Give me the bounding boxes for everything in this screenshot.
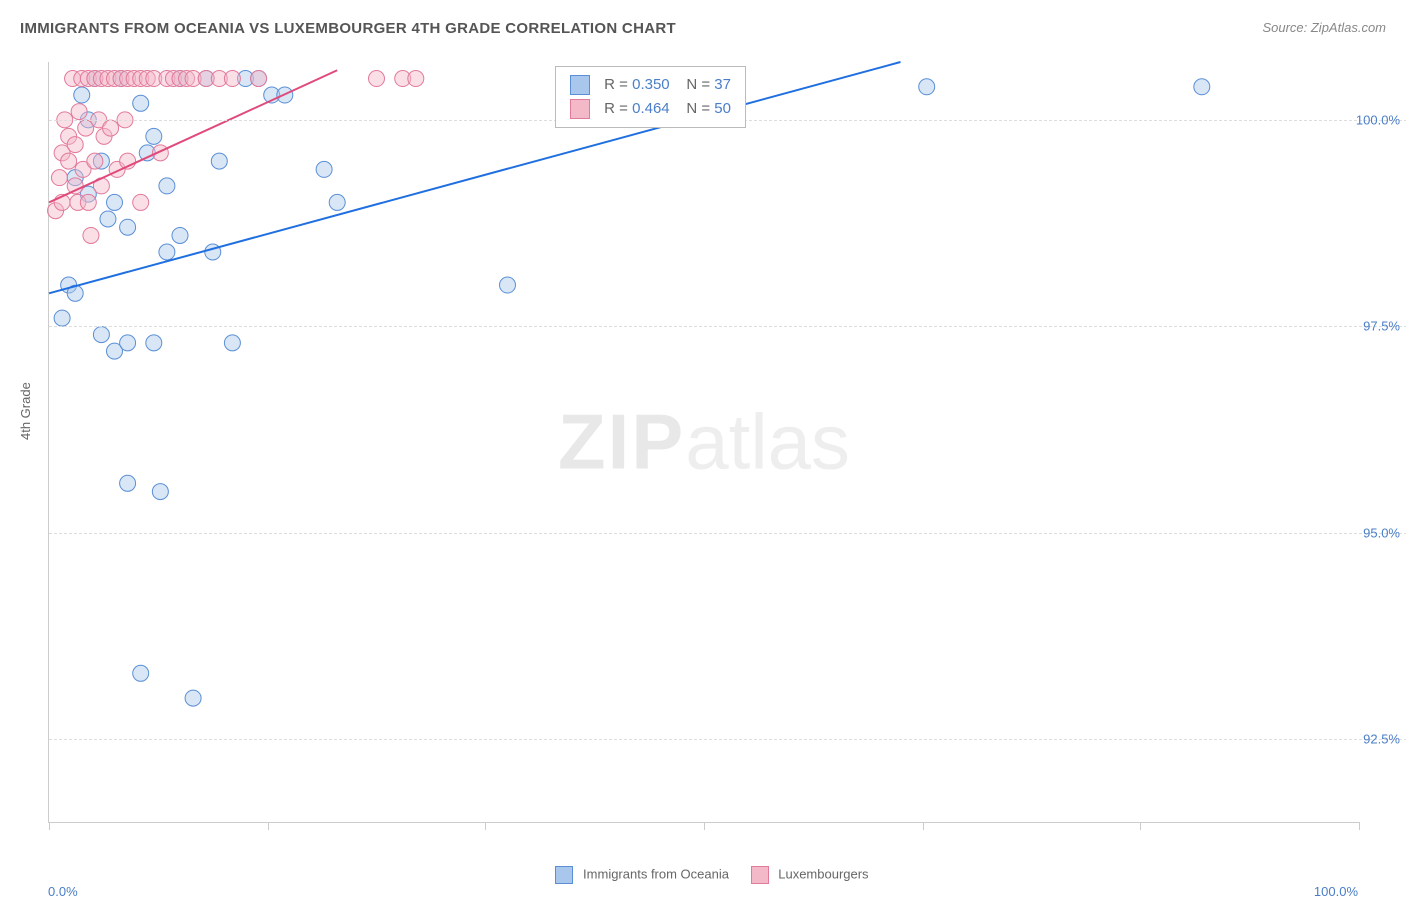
x-tick <box>704 822 705 830</box>
x-tick <box>485 822 486 830</box>
scatter-point <box>133 95 149 111</box>
scatter-point <box>329 194 345 210</box>
scatter-point <box>919 79 935 95</box>
y-tick-label: 100.0% <box>1356 112 1400 127</box>
scatter-point <box>251 71 267 87</box>
stats-swatch-icon <box>570 75 590 95</box>
scatter-point <box>146 335 162 351</box>
scatter-point <box>133 194 149 210</box>
stats-n-label: N = <box>686 76 710 93</box>
scatter-point <box>185 690 201 706</box>
x-tick <box>268 822 269 830</box>
scatter-point <box>51 170 67 186</box>
stats-n-value: 50 <box>714 100 731 117</box>
scatter-point <box>408 71 424 87</box>
scatter-point <box>1194 79 1210 95</box>
scatter-point <box>80 194 96 210</box>
stats-r-value: 0.350 <box>632 76 670 93</box>
scatter-point <box>120 475 136 491</box>
scatter-point <box>159 244 175 260</box>
gridline <box>49 326 1406 327</box>
stats-row: R = 0.350 N = 37 <box>570 73 731 97</box>
scatter-point <box>87 153 103 169</box>
y-tick-label: 97.5% <box>1363 319 1400 334</box>
y-axis-label: 4th Grade <box>18 382 33 440</box>
stats-n-label: N = <box>686 100 710 117</box>
scatter-point <box>224 71 240 87</box>
scatter-point <box>146 128 162 144</box>
legend-swatch-icon <box>555 866 573 884</box>
scatter-point <box>54 310 70 326</box>
source-attribution: Source: ZipAtlas.com <box>1262 20 1386 35</box>
scatter-point <box>172 227 188 243</box>
chart-title: IMMIGRANTS FROM OCEANIA VS LUXEMBOURGER … <box>20 20 676 37</box>
x-tick <box>923 822 924 830</box>
scatter-point <box>120 219 136 235</box>
x-tick <box>1359 822 1360 830</box>
scatter-point <box>61 153 77 169</box>
scatter-point <box>71 104 87 120</box>
scatter-point <box>120 335 136 351</box>
scatter-point <box>224 335 240 351</box>
plot-area: ZIPatlas <box>48 62 1359 823</box>
stats-swatch-icon <box>570 99 590 119</box>
trend-line <box>49 62 901 293</box>
scatter-point <box>100 211 116 227</box>
stats-n-value: 37 <box>714 76 731 93</box>
legend-swatch-icon <box>751 866 769 884</box>
scatter-point <box>107 194 123 210</box>
scatter-point <box>211 153 227 169</box>
scatter-point <box>103 120 119 136</box>
legend-label: Luxembourgers <box>778 866 868 881</box>
scatter-point <box>316 161 332 177</box>
legend-label: Immigrants from Oceania <box>583 866 729 881</box>
x-tick <box>1140 822 1141 830</box>
stats-row: R = 0.464 N = 50 <box>570 97 731 121</box>
scatter-point <box>152 484 168 500</box>
x-tick <box>49 822 50 830</box>
chart-svg <box>49 62 1359 822</box>
stats-box: R = 0.350 N = 37 R = 0.464 N = 50 <box>555 66 746 128</box>
stats-r-label: R = <box>604 76 628 93</box>
gridline <box>49 533 1406 534</box>
scatter-point <box>500 277 516 293</box>
scatter-point <box>159 178 175 194</box>
scatter-point <box>83 227 99 243</box>
stats-r-label: R = <box>604 100 628 117</box>
scatter-point <box>67 137 83 153</box>
y-tick-label: 92.5% <box>1363 732 1400 747</box>
trend-line <box>49 70 337 202</box>
header: IMMIGRANTS FROM OCEANIA VS LUXEMBOURGER … <box>20 20 1386 44</box>
scatter-point <box>74 87 90 103</box>
scatter-point <box>369 71 385 87</box>
gridline <box>49 739 1406 740</box>
scatter-point <box>93 327 109 343</box>
bottom-legend: Immigrants from Oceania Luxembourgers <box>0 866 1406 884</box>
stats-r-value: 0.464 <box>632 100 670 117</box>
y-tick-label: 95.0% <box>1363 525 1400 540</box>
scatter-point <box>133 665 149 681</box>
